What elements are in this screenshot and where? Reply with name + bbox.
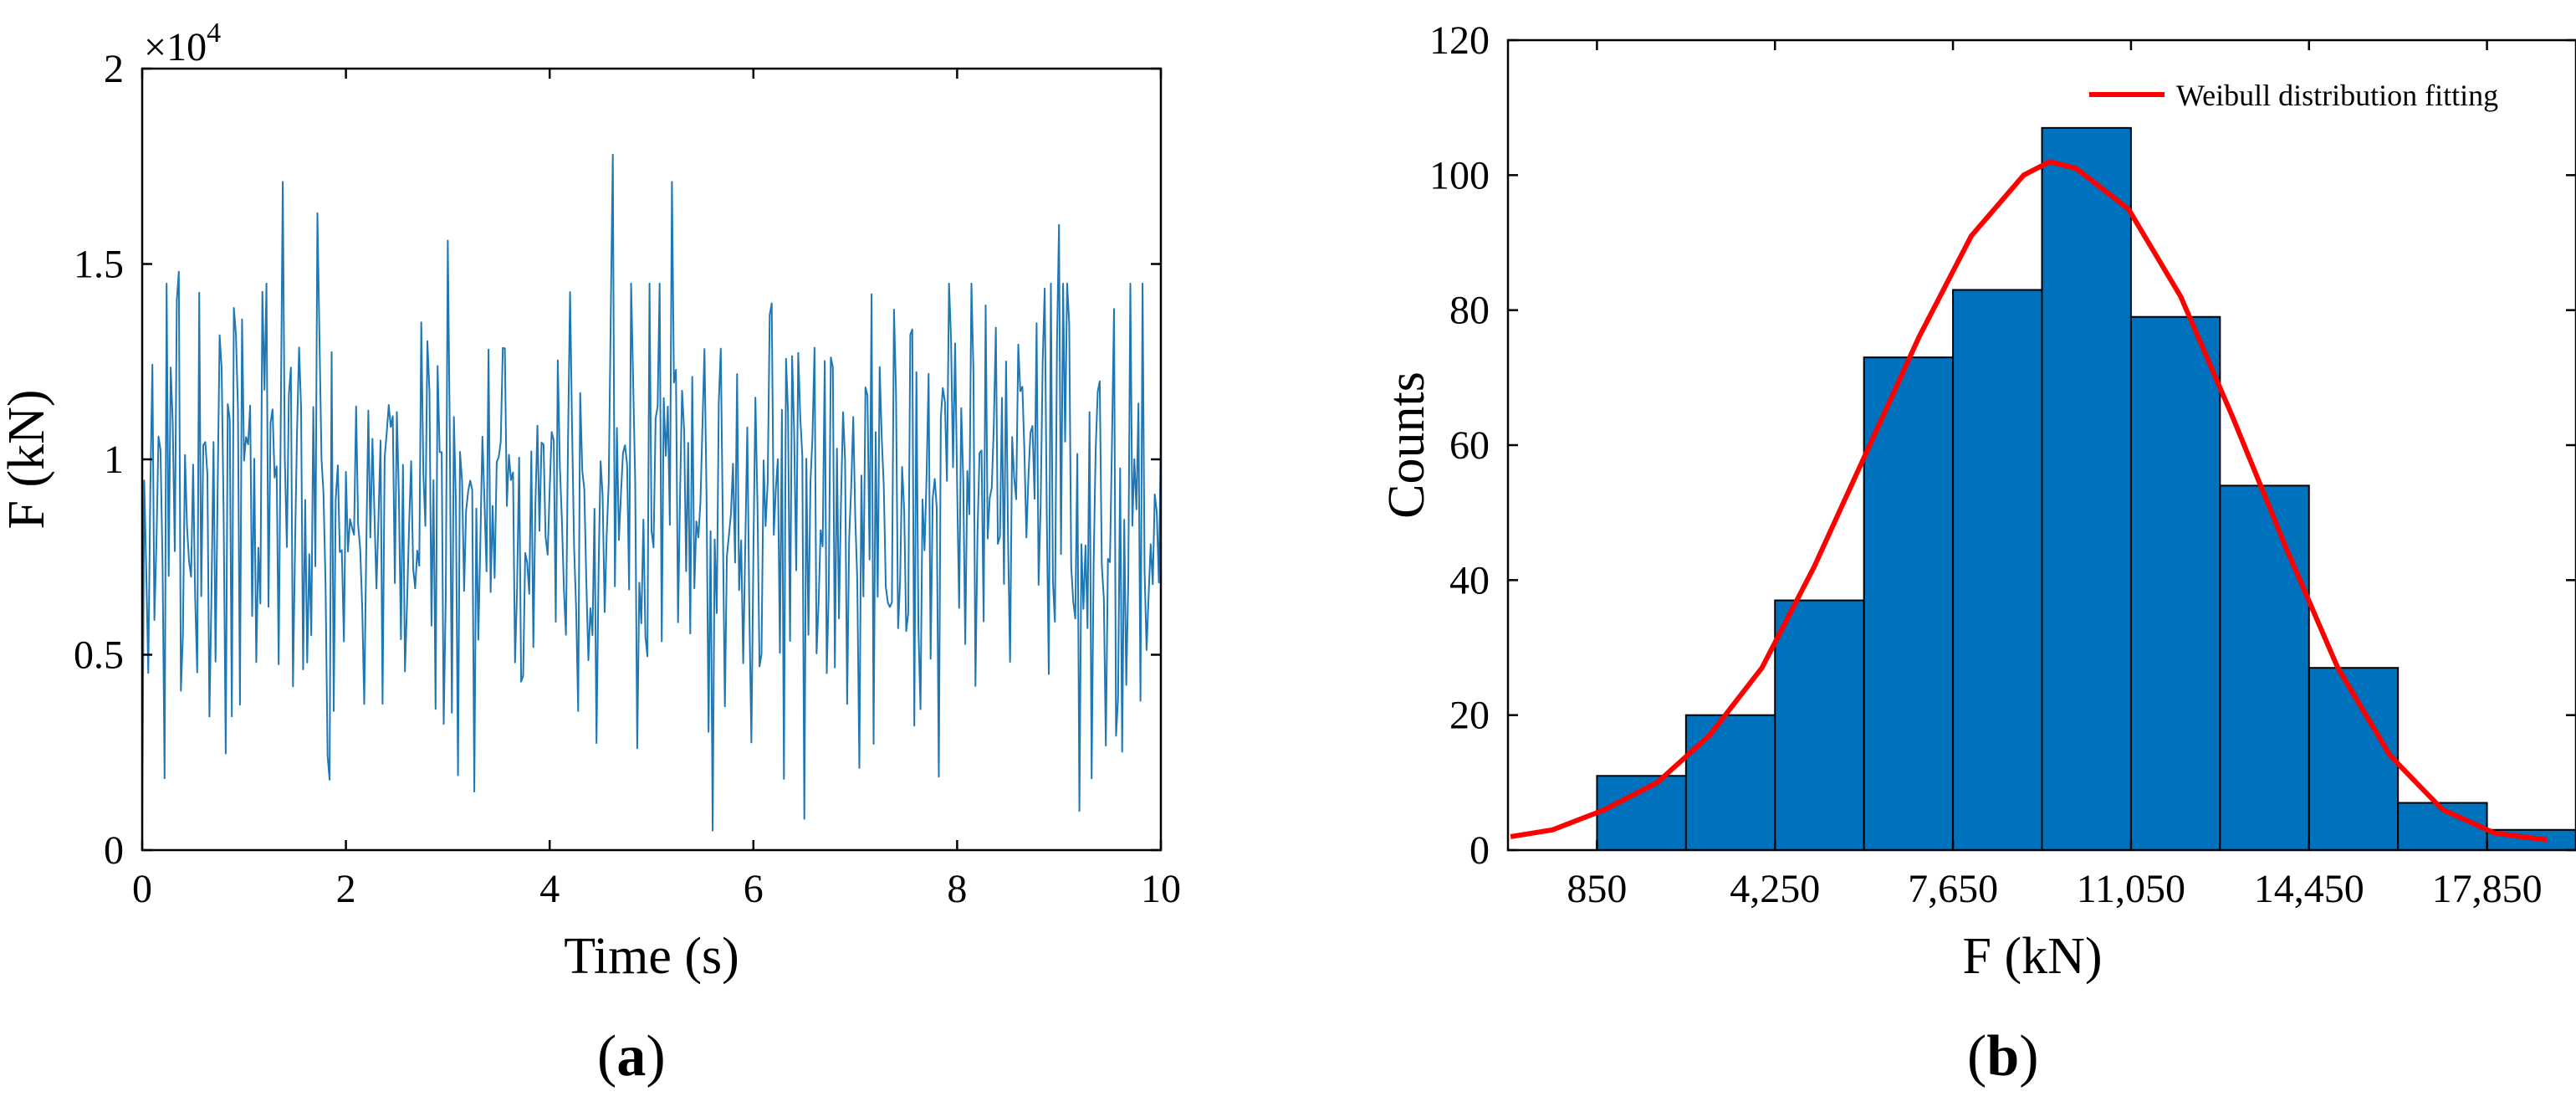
histogram-bar (2041, 126, 2132, 852)
y-tick-label: 20 (1449, 694, 1490, 738)
histogram-bar (2129, 315, 2221, 851)
x-tick-label: 4,250 (1730, 867, 1820, 911)
series-line-F (141, 153, 1162, 843)
x-tick-label: 11,050 (2077, 867, 2185, 911)
y-tick-label: 100 (1429, 153, 1490, 197)
x-tick-label: 14,450 (2254, 867, 2364, 911)
y-tick-label: 0 (104, 828, 124, 873)
panel-a-ticks-layer: 0 2 4 6 8 10 0 0.5 1 1.5 2 (74, 47, 1181, 911)
histogram-bar (1596, 775, 1687, 851)
x-tick-label: 0 (132, 867, 152, 911)
y-tick-label: 2 (104, 47, 124, 91)
panel-a-x-axis-label: Time (s) (564, 928, 739, 985)
histogram-bar (2219, 484, 2310, 852)
x-tick-label: 17,850 (2432, 867, 2543, 911)
panel-a-series-layer (141, 153, 1162, 843)
x-tick-label: 8 (947, 867, 967, 911)
histogram-bar (1684, 714, 1776, 852)
panel-a-caption: (a) (597, 1024, 666, 1089)
histogram-bar (1952, 289, 2043, 851)
y-tick-label: 1.5 (74, 243, 124, 287)
x-tick-label: 850 (1567, 867, 1627, 911)
panel-b-histogram-chart: 850 4,250 7,650 11,050 14,450 17,850 0 20 40 60 80… (1378, 18, 2576, 1089)
y-tick-label: 0.5 (74, 633, 124, 678)
x-tick-label: 7,650 (1908, 867, 1998, 911)
panel-a-y-axis-label: F (kN) (0, 389, 55, 529)
y-tick-label: 1 (104, 438, 124, 482)
legend-label-weibull: Weibull distribution fitting (2176, 79, 2498, 112)
y-tick-label: 0 (1469, 828, 1490, 873)
x-tick-label: 10 (1141, 867, 1181, 911)
y-tick-label: 80 (1449, 289, 1490, 333)
panel-b-ticks-layer: 850 4,250 7,650 11,050 14,450 17,850 0 20 40 60 80… (1429, 18, 2576, 911)
x-tick-label: 2 (336, 867, 356, 911)
panel-b-legend: Weibull distribution fitting (2089, 79, 2498, 112)
histogram-bar (1774, 599, 1865, 851)
panel-b-x-axis-label: F (kN) (1962, 928, 2102, 985)
panel-b-caption: (b) (1967, 1024, 2039, 1089)
y-tick-label: 40 (1449, 558, 1490, 602)
y-tick-label: 60 (1449, 423, 1490, 468)
panel-b-y-axis-label: Counts (1378, 372, 1435, 519)
panel-b-weibull-fit-curve (1510, 159, 2548, 843)
panel-a-y-multiplier: ×104 (144, 18, 221, 69)
x-tick-label: 4 (539, 867, 560, 911)
panel-b-bars-layer (1596, 126, 2576, 852)
x-tick-label: 6 (744, 867, 764, 911)
y-tick-label: 120 (1429, 18, 1490, 63)
panel-a-time-history-chart: 0 2 4 6 8 10 0 0.5 1 1.5 2 ×104 Time (s) F (kN) (a… (0, 18, 1181, 1089)
